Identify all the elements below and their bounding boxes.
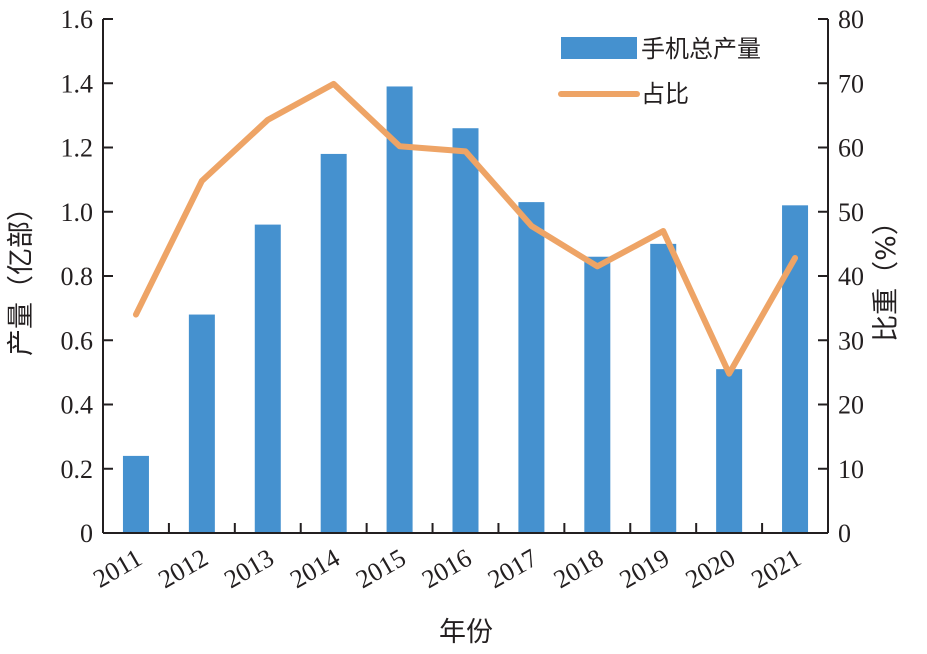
left-tick-label: 0 (80, 519, 93, 548)
right-tick-label: 50 (838, 198, 864, 227)
bar-2016 (452, 128, 479, 533)
left-tick-label: 1.2 (61, 134, 94, 163)
right-tick-label: 40 (838, 262, 864, 291)
bar-series (122, 86, 809, 534)
line-series (132, 80, 799, 377)
right-tick-label: 60 (838, 134, 864, 163)
right-axis-ticks: 0 10 20 30 40 50 60 70 80 (818, 5, 864, 548)
bar-2015 (386, 86, 413, 534)
left-axis-ticks: 0 0.2 0.4 0.6 0.8 1.0 1.2 1.4 1.6 (61, 5, 113, 548)
right-tick-label: 0 (838, 519, 851, 548)
legend-bar-swatch (561, 37, 637, 59)
left-tick-label: 1.6 (61, 5, 94, 34)
bar-2017 (518, 202, 545, 534)
right-axis-label: 比重（%） (871, 208, 902, 342)
x-tick-label: 2014 (285, 543, 345, 594)
right-tick-label: 80 (838, 5, 864, 34)
x-tick-label: 2018 (549, 543, 609, 594)
legend: 手机总产量 占比 (558, 35, 761, 108)
bar-2020 (716, 369, 743, 533)
share-line (132, 80, 799, 377)
bar-2021 (782, 205, 809, 533)
left-tick-label: 1.0 (61, 198, 94, 227)
x-tick-label: 2011 (88, 543, 147, 594)
bar-2019 (650, 243, 677, 533)
right-tick-label: 10 (838, 455, 864, 484)
x-tick-label: 2015 (351, 543, 411, 594)
right-tick-label: 30 (838, 326, 864, 355)
left-tick-label: 0.8 (61, 262, 94, 291)
right-tick-label: 70 (838, 69, 864, 98)
x-tick-label: 2020 (681, 543, 741, 594)
x-tick-label: 2012 (153, 543, 213, 594)
left-axis-label: 产量（亿部） (6, 194, 37, 356)
left-tick-label: 1.4 (61, 69, 94, 98)
x-tick-label: 2013 (219, 543, 279, 594)
left-tick-label: 0.6 (61, 326, 94, 355)
left-tick-label: 0.4 (61, 391, 94, 420)
bar-2011 (122, 455, 149, 533)
legend-line-label: 占比 (641, 80, 689, 108)
bar-2013 (254, 224, 281, 533)
bar-2014 (320, 153, 347, 534)
x-tick-label: 2017 (483, 543, 543, 594)
x-axis-label: 年份 (439, 617, 493, 648)
x-tick-label: 2016 (417, 543, 477, 594)
right-tick-label: 20 (838, 391, 864, 420)
bar-2012 (188, 314, 215, 533)
bar-2018 (584, 256, 611, 533)
left-tick-label: 0.2 (61, 455, 94, 484)
legend-bar-label: 手机总产量 (641, 35, 761, 63)
x-tick-label: 2021 (747, 543, 807, 594)
x-tick-label: 2019 (615, 543, 675, 594)
